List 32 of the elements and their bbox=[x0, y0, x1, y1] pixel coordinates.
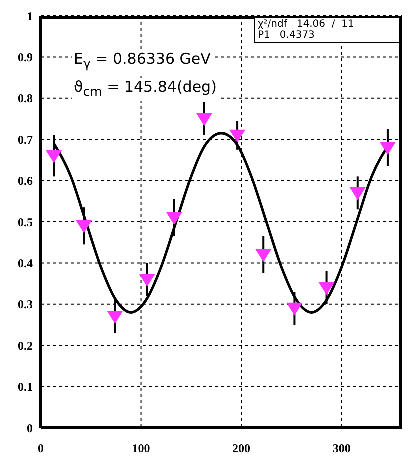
stats-box: χ²/ndf 14.06 / 11 P1 0.4373 bbox=[254, 17, 400, 43]
point bbox=[76, 220, 92, 234]
point bbox=[230, 130, 246, 143]
annotation: P1 0.4373 bbox=[258, 30, 316, 41]
point bbox=[256, 249, 272, 262]
point bbox=[380, 142, 396, 156]
x-tick-label: 300 bbox=[332, 442, 351, 456]
point bbox=[350, 188, 366, 200]
point bbox=[166, 212, 182, 226]
point bbox=[286, 302, 303, 316]
y-tick-label: 0.6 bbox=[18, 174, 33, 188]
annotation: ϑ$_{cm}$ = 145.84(deg) bbox=[72, 78, 219, 101]
y-tick-label: 0.4 bbox=[18, 256, 33, 270]
x-tick-label: 100 bbox=[132, 442, 150, 456]
y-tick-label: 1 bbox=[27, 9, 33, 24]
x-tick-label: 0 bbox=[38, 442, 44, 456]
y-tick-label: 0.2 bbox=[18, 338, 33, 353]
y-tick-label: 0.9 bbox=[18, 50, 33, 64]
annotation: E$_{γ}$ = 0.86336 GeV bbox=[72, 50, 213, 73]
point bbox=[196, 113, 212, 126]
y-tick-label: 0.8 bbox=[18, 92, 33, 106]
x-tick-label: 200 bbox=[232, 442, 251, 456]
point bbox=[139, 274, 156, 287]
point bbox=[46, 150, 62, 164]
y-tick-label: 0.7 bbox=[18, 132, 33, 147]
y-tick-label: 0.5 bbox=[18, 215, 33, 230]
y-tick-label: 0 bbox=[27, 421, 33, 436]
annotation: χ²/ndf 14.06 / 11 bbox=[258, 19, 356, 30]
point bbox=[107, 311, 124, 324]
y-tick-label: 0.1 bbox=[18, 380, 33, 394]
point bbox=[318, 282, 335, 296]
y-tick-label: 0.3 bbox=[18, 298, 33, 312]
